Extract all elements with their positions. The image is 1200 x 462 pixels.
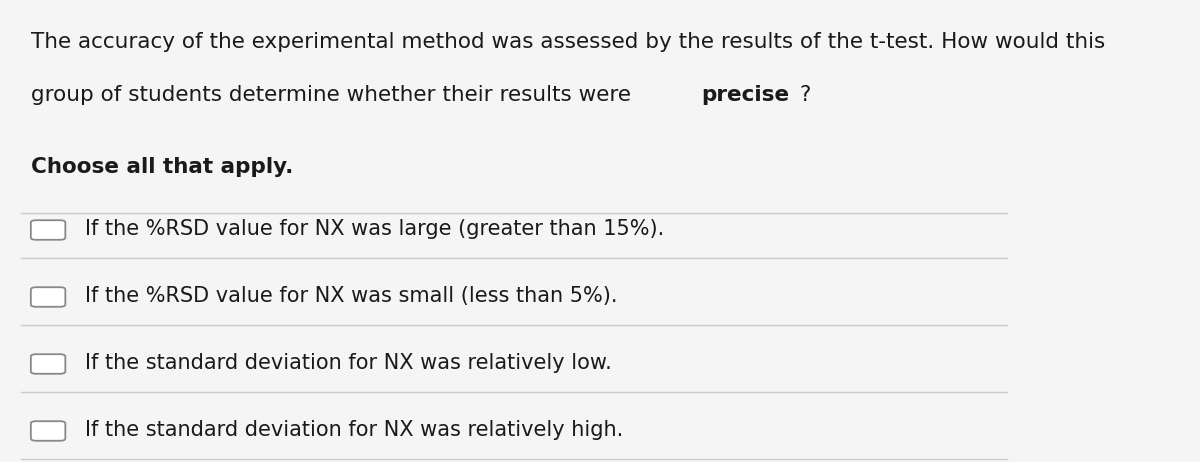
- Text: If the standard deviation for NX was relatively high.: If the standard deviation for NX was rel…: [85, 419, 624, 440]
- Text: The accuracy of the experimental method was assessed by the results of the t-tes: The accuracy of the experimental method …: [31, 32, 1105, 52]
- FancyBboxPatch shape: [31, 421, 65, 441]
- Text: If the standard deviation for NX was relatively low.: If the standard deviation for NX was rel…: [85, 353, 612, 373]
- FancyBboxPatch shape: [31, 354, 65, 374]
- Text: group of students determine whether their results were: group of students determine whether thei…: [31, 85, 637, 105]
- FancyBboxPatch shape: [31, 220, 65, 240]
- Text: precise: precise: [702, 85, 790, 105]
- Text: If the %RSD value for NX was large (greater than 15%).: If the %RSD value for NX was large (grea…: [85, 219, 665, 239]
- Text: If the %RSD value for NX was small (less than 5%).: If the %RSD value for NX was small (less…: [85, 286, 618, 306]
- Text: Choose all that apply.: Choose all that apply.: [31, 157, 293, 177]
- Text: ?: ?: [799, 85, 810, 105]
- FancyBboxPatch shape: [31, 287, 65, 307]
